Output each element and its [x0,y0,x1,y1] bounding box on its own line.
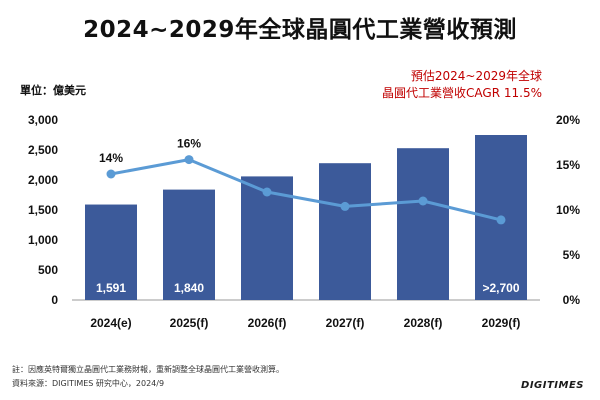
cagr-line-1: 預估2024~2029年全球 [410,69,542,83]
x-tick-label: 2028(f) [404,316,443,330]
growth-point [496,215,506,225]
brand-logo: DIGITIMES [521,380,584,391]
y-right-tick-label: 0% [563,293,581,307]
growth-line [110,158,502,222]
growth-value-label: 14% [99,151,123,165]
y-left-tick-label: 500 [38,263,58,277]
x-tick-label: 2029(f) [482,316,521,330]
y-right-tick-label: 15% [556,158,580,172]
bar [397,148,449,300]
x-tick-label: 2025(f) [170,316,209,330]
y-right-tick-label: 5% [563,248,581,262]
y-left-tick-label: 0 [51,293,58,307]
y-left-tick-label: 1,500 [28,203,58,217]
bar [85,204,137,300]
y-right-tick-label: 10% [556,203,580,217]
x-tick-label: 2024(e) [90,316,131,330]
x-tick-label: 2027(f) [326,316,365,330]
y-left-tick-label: 3,000 [28,113,58,127]
chart-title: 2024~2029年全球晶圓代工業營收預測 [83,17,517,43]
y-right-tick-label: 20% [556,113,580,127]
cagr-annotation: 預估2024~2029年全球 晶圓代工業營收CAGR 11.5% [382,68,542,102]
growth-point [262,187,272,197]
bar-value-label: 1,840 [174,281,204,295]
growth-point [106,169,116,179]
growth-point [340,201,350,211]
source-note: 資料來源：DIGITIMES 研究中心，2024/9 [12,379,165,388]
y-left-tick-label: 1,000 [28,233,58,247]
growth-point [184,155,194,165]
y-left-tick-label: 2,000 [28,173,58,187]
growth-value-label: 16% [177,137,201,151]
footnote: 註：因應英特爾獨立晶圓代工業務財報，重新調整全球晶圓代工業營收測算。 [12,365,284,374]
bar [319,163,371,300]
unit-label: 單位：億美元 [20,84,86,97]
bar-value-label: 1,591 [96,281,126,295]
x-tick-label: 2026(f) [248,316,287,330]
bar [241,176,293,300]
growth-point [418,196,428,206]
cagr-line-2: 晶圓代工業營收CAGR 11.5% [382,86,542,100]
bar-value-label: >2,700 [482,281,519,295]
y-left-tick-label: 2,500 [28,143,58,157]
bar [163,189,215,300]
